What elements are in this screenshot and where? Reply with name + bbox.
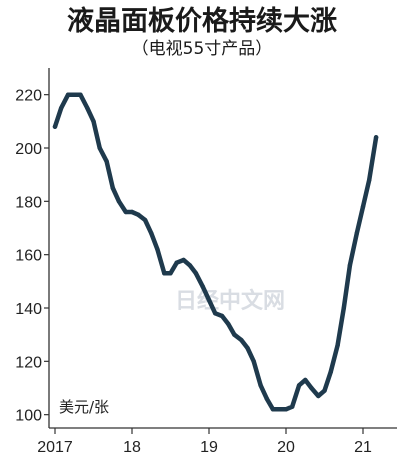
data-point — [277, 407, 282, 412]
data-point — [309, 385, 314, 391]
x-axis-ticks: 2017 18 19 20 21 — [37, 428, 372, 456]
data-point — [251, 359, 256, 364]
data-point — [283, 407, 289, 412]
data-point — [232, 332, 237, 337]
data-point — [129, 209, 135, 215]
data-point — [91, 119, 96, 124]
y-tick-label: 120 — [15, 354, 42, 371]
data-point — [136, 212, 141, 217]
data-point — [187, 263, 192, 268]
data-point — [316, 393, 321, 399]
data-point — [290, 404, 295, 409]
x-tick-label: 18 — [123, 439, 141, 456]
data-point — [360, 204, 366, 209]
data-point — [78, 92, 83, 97]
data-point — [206, 297, 212, 303]
y-axis-ticks: 100 120 140 160 180 200 220 — [15, 88, 49, 425]
data-point — [52, 124, 58, 129]
x-tick-label: 20 — [277, 439, 295, 456]
data-point — [245, 345, 250, 351]
data-point — [341, 305, 346, 311]
data-point — [270, 407, 276, 412]
data-point — [123, 209, 128, 215]
y-tick-label: 180 — [15, 194, 42, 211]
x-tick-label: 2017 — [37, 439, 73, 456]
data-point — [110, 185, 116, 191]
series-line — [52, 92, 379, 412]
data-point — [72, 92, 77, 97]
chart-subtitle: （电视55寸产品） — [132, 39, 273, 59]
data-point — [104, 159, 109, 164]
y-unit-label: 美元/张 — [59, 398, 109, 416]
data-points — [52, 92, 379, 412]
y-tick-label: 140 — [15, 301, 42, 318]
data-point — [258, 383, 263, 388]
data-point — [97, 145, 102, 151]
data-point — [373, 135, 379, 140]
data-point — [193, 271, 199, 276]
x-tick-label: 21 — [354, 439, 372, 456]
data-point — [219, 313, 225, 319]
data-point — [155, 247, 160, 252]
data-point — [168, 271, 173, 276]
axes — [48, 68, 397, 429]
data-point — [181, 257, 186, 263]
data-point — [264, 396, 269, 401]
data-point — [59, 105, 64, 111]
data-point — [328, 369, 333, 375]
data-point — [367, 177, 372, 183]
data-point — [174, 260, 179, 265]
y-tick-label: 100 — [15, 408, 42, 425]
data-point — [226, 321, 231, 327]
x-tick-label: 19 — [200, 439, 218, 456]
data-point — [354, 231, 359, 236]
data-point — [116, 199, 122, 204]
y-tick-label: 200 — [15, 141, 42, 158]
data-point — [213, 311, 218, 316]
y-tick-label: 220 — [15, 88, 42, 105]
data-point — [149, 231, 154, 236]
data-point — [335, 343, 340, 348]
data-point — [303, 377, 308, 383]
watermark-logo: 日经中文网 — [175, 288, 285, 314]
data-point — [239, 337, 244, 343]
chart-title: 液晶面板价格持续大涨 — [67, 6, 337, 37]
data-point — [65, 92, 71, 97]
data-point — [162, 271, 167, 276]
data-point — [296, 383, 302, 388]
data-point — [142, 217, 148, 223]
y-tick-label: 160 — [15, 248, 42, 265]
data-point — [85, 105, 90, 111]
data-point — [200, 284, 205, 289]
data-point — [347, 263, 353, 268]
data-point — [322, 388, 327, 393]
